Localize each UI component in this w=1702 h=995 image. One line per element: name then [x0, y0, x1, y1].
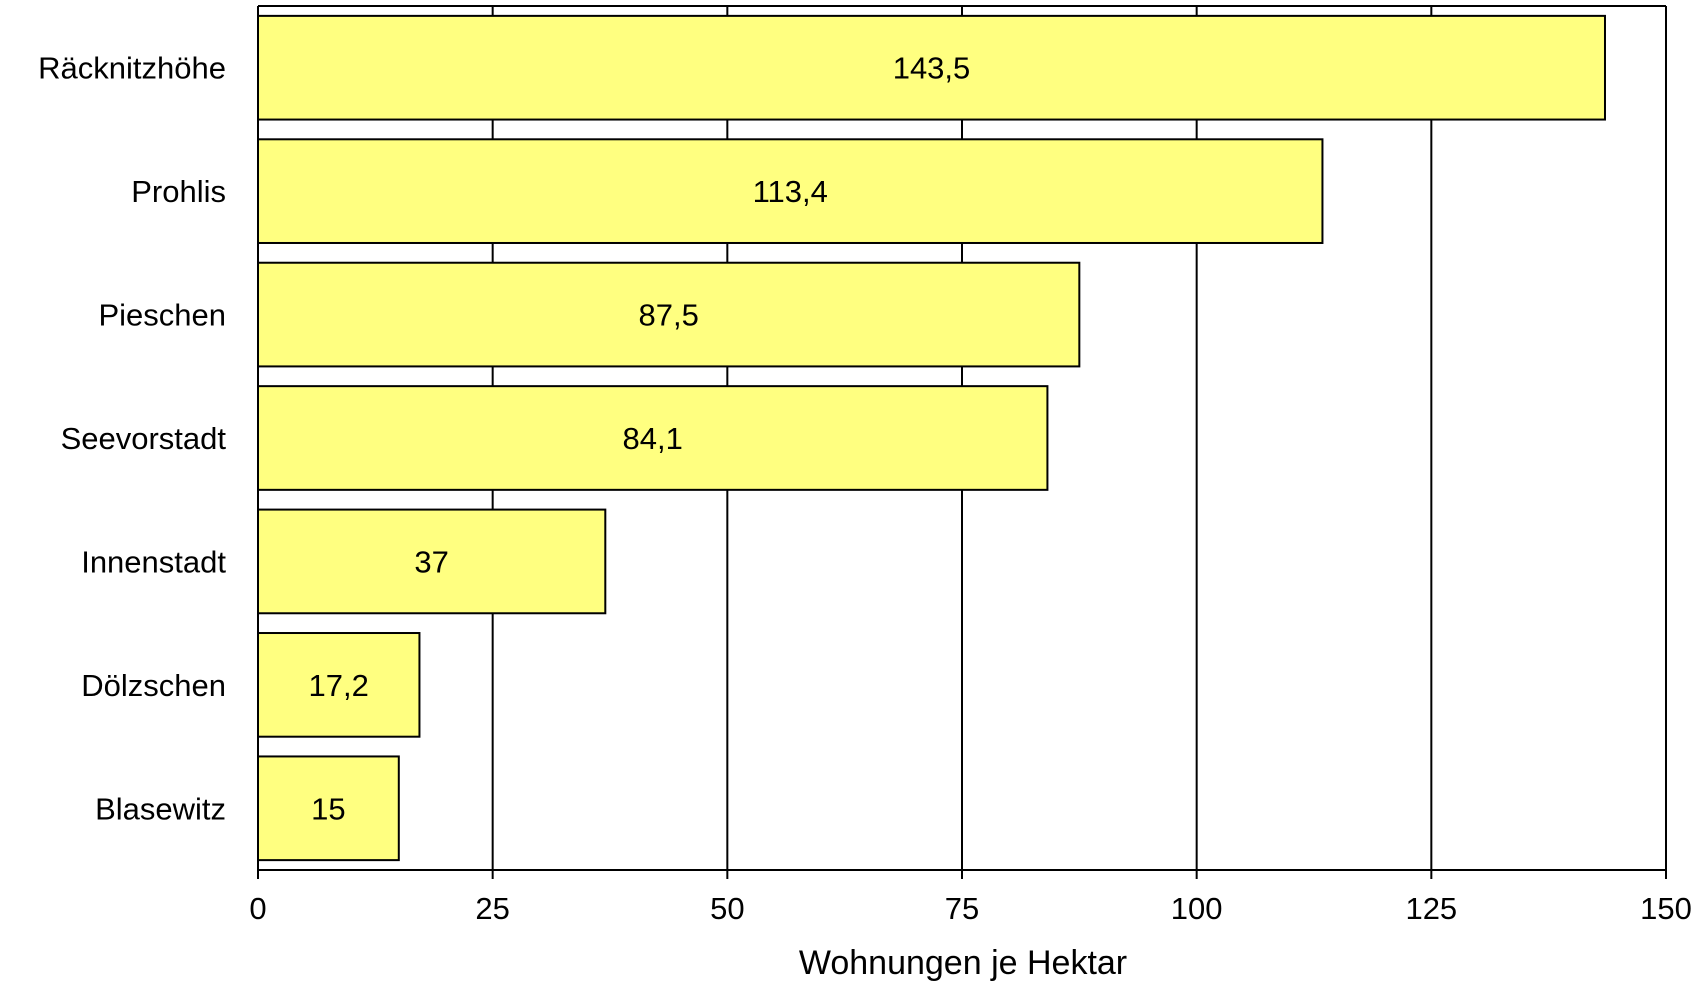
bar-value-label: 113,4: [753, 174, 828, 209]
bar-value-label: 15: [311, 791, 345, 826]
bar: [257, 14, 1606, 121]
x-tick-label: 0: [249, 891, 266, 926]
bar-value-label: 87,5: [638, 298, 698, 333]
bar-value-label: 84,1: [623, 421, 683, 456]
bar: [257, 261, 1081, 368]
bar-value-label: 37: [414, 544, 448, 579]
bar: [257, 508, 607, 615]
x-tick-label: 75: [945, 891, 979, 926]
y-category-label: Pieschen: [98, 298, 226, 333]
x-tick-label: 25: [475, 891, 509, 926]
labels: 0 25 50 75 100 125 150 Räcknitzhöhe 143,5 Prohlis…: [38, 51, 1692, 926]
bar: [257, 385, 1049, 491]
bar-value-label: 143,5: [893, 51, 971, 86]
y-category-label: Innenstadt: [81, 544, 226, 579]
y-category-label: Blasewitz: [95, 791, 226, 826]
y-category-label: Räcknitzhöhe: [38, 51, 226, 86]
y-category-label: Seevorstadt: [61, 421, 227, 456]
bar: [257, 755, 400, 862]
y-category-label: Dölzschen: [81, 668, 226, 703]
x-tick-label: 100: [1171, 891, 1223, 926]
axes: [257, 5, 1667, 879]
x-tick-label: 125: [1405, 891, 1457, 926]
x-tick-label: 50: [710, 891, 744, 926]
x-axis-title: Wohnungen je Hektar: [799, 944, 1127, 982]
x-tick-label: 150: [1640, 891, 1692, 926]
bars: [257, 14, 1606, 862]
y-category-label: Prohlis: [131, 174, 226, 209]
bar-value-label: 17,2: [309, 668, 369, 703]
bar: [257, 632, 421, 738]
